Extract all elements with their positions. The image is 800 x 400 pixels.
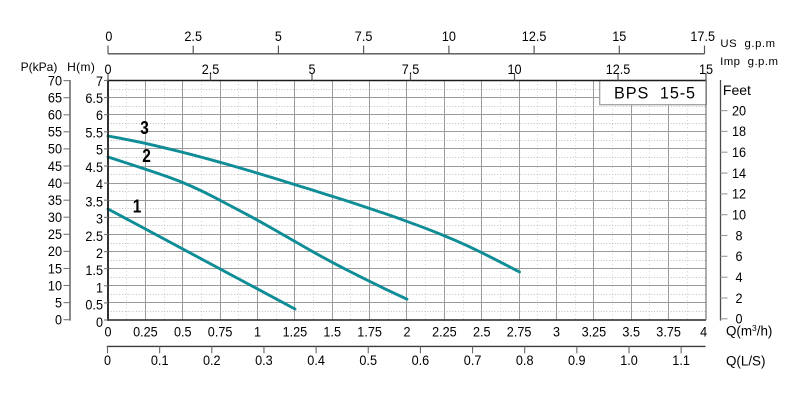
svg-text:0.2: 0.2 [203, 353, 221, 368]
svg-text:0.25: 0.25 [133, 325, 158, 340]
svg-text:2.5: 2.5 [85, 229, 103, 244]
svg-text:0.1: 0.1 [151, 353, 169, 368]
svg-text:6.5: 6.5 [85, 91, 103, 106]
svg-text:1: 1 [96, 280, 103, 295]
svg-text:0: 0 [104, 353, 111, 368]
svg-text:0.5: 0.5 [359, 353, 377, 368]
svg-text:10: 10 [732, 208, 747, 223]
svg-text:4: 4 [736, 270, 743, 285]
svg-text:2.5: 2.5 [473, 325, 491, 340]
svg-text:2.75: 2.75 [507, 325, 532, 340]
svg-text:30: 30 [48, 210, 63, 225]
svg-text:2.5: 2.5 [202, 62, 220, 77]
svg-text:0.4: 0.4 [307, 353, 325, 368]
svg-text:16: 16 [732, 145, 746, 160]
svg-text:60: 60 [48, 108, 63, 123]
svg-text:6: 6 [736, 249, 743, 264]
svg-text:H(m): H(m) [67, 60, 95, 74]
svg-text:3.5: 3.5 [85, 194, 103, 209]
svg-text:4: 4 [700, 325, 707, 340]
svg-text:45: 45 [48, 159, 62, 174]
svg-text:1.1: 1.1 [672, 353, 690, 368]
svg-text:7.5: 7.5 [402, 62, 420, 77]
svg-text:0.7: 0.7 [464, 353, 482, 368]
svg-text:Q(m3/h): Q(m3/h) [726, 323, 772, 339]
svg-text:12.5: 12.5 [606, 62, 631, 77]
svg-text:10: 10 [442, 29, 457, 44]
svg-text:14: 14 [732, 166, 747, 181]
svg-text:Imp g.p.m: Imp g.p.m [720, 56, 778, 68]
svg-text:10: 10 [507, 62, 522, 77]
svg-text:7: 7 [96, 74, 103, 89]
svg-text:65: 65 [48, 91, 62, 106]
svg-text:2.25: 2.25 [432, 325, 457, 340]
svg-text:Q(L/S): Q(L/S) [726, 354, 765, 369]
svg-text:1.5: 1.5 [85, 263, 103, 278]
svg-text:0.6: 0.6 [412, 353, 430, 368]
svg-text:0.75: 0.75 [208, 325, 233, 340]
svg-text:0: 0 [105, 62, 112, 77]
svg-text:3: 3 [553, 325, 560, 340]
svg-text:17.5: 17.5 [690, 29, 715, 44]
svg-text:3.25: 3.25 [582, 325, 607, 340]
svg-text:18: 18 [732, 124, 746, 139]
svg-text:2.5: 2.5 [184, 29, 202, 44]
svg-text:4: 4 [96, 177, 103, 192]
svg-text:1.75: 1.75 [357, 325, 382, 340]
svg-text:0.5: 0.5 [174, 325, 192, 340]
svg-text:Feet: Feet [723, 82, 751, 98]
svg-text:20: 20 [732, 103, 747, 118]
svg-text:3.5: 3.5 [622, 325, 640, 340]
svg-text:3: 3 [140, 117, 149, 138]
svg-text:5: 5 [309, 62, 316, 77]
svg-text:2: 2 [96, 246, 103, 261]
svg-text:0: 0 [105, 29, 112, 44]
svg-text:15: 15 [699, 62, 713, 77]
svg-text:8: 8 [736, 228, 743, 243]
svg-text:55: 55 [48, 125, 62, 140]
svg-text:US g.p.m: US g.p.m [720, 38, 775, 50]
svg-text:70: 70 [48, 73, 63, 88]
svg-text:25: 25 [48, 227, 62, 242]
svg-text:5: 5 [96, 143, 103, 158]
svg-text:0.5: 0.5 [85, 298, 103, 313]
svg-text:3: 3 [96, 212, 103, 227]
svg-text:20: 20 [48, 244, 63, 259]
svg-text:P(kPa): P(kPa) [21, 60, 58, 74]
svg-text:1: 1 [133, 196, 142, 217]
svg-text:0.3: 0.3 [255, 353, 273, 368]
svg-text:15: 15 [48, 261, 62, 276]
svg-text:2: 2 [404, 325, 411, 340]
svg-text:40: 40 [48, 176, 63, 191]
svg-text:1.0: 1.0 [620, 353, 638, 368]
svg-text:2: 2 [736, 291, 743, 306]
svg-text:0.9: 0.9 [568, 353, 586, 368]
svg-text:5: 5 [275, 29, 282, 44]
svg-text:12: 12 [732, 187, 746, 202]
svg-text:3.75: 3.75 [656, 325, 681, 340]
svg-text:50: 50 [48, 142, 63, 157]
svg-text:1: 1 [254, 325, 261, 340]
svg-text:6: 6 [96, 108, 103, 123]
svg-text:35: 35 [48, 193, 62, 208]
svg-text:0.8: 0.8 [516, 353, 534, 368]
svg-text:4.5: 4.5 [85, 160, 103, 175]
svg-text:0: 0 [736, 312, 743, 327]
svg-text:0: 0 [96, 315, 103, 330]
svg-text:12.5: 12.5 [522, 29, 547, 44]
svg-text:5.5: 5.5 [85, 126, 103, 141]
svg-text:BPS 15-5: BPS 15-5 [614, 85, 696, 103]
svg-text:0: 0 [105, 325, 112, 340]
svg-text:1.5: 1.5 [323, 325, 341, 340]
svg-text:1.25: 1.25 [283, 325, 308, 340]
svg-text:0: 0 [55, 313, 62, 328]
svg-text:2: 2 [142, 145, 151, 166]
svg-text:5: 5 [55, 295, 62, 310]
svg-text:15: 15 [612, 29, 626, 44]
svg-text:10: 10 [48, 278, 63, 293]
svg-text:7.5: 7.5 [355, 29, 373, 44]
